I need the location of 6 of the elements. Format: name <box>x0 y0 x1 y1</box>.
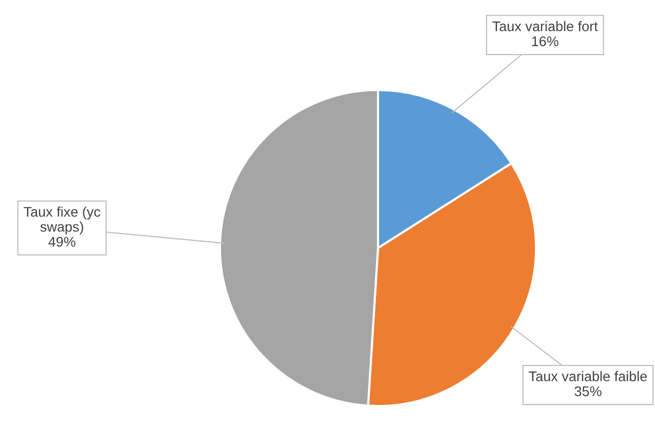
data-label: 35% <box>574 386 602 396</box>
slice-label: Taux variable faible <box>528 371 647 382</box>
data-label: 49% <box>48 236 76 247</box>
slice-label: Taux fixe (yc swaps) <box>24 206 100 234</box>
data-label: 16% <box>532 36 558 46</box>
slice-label: Taux variable fort <box>492 21 598 32</box>
